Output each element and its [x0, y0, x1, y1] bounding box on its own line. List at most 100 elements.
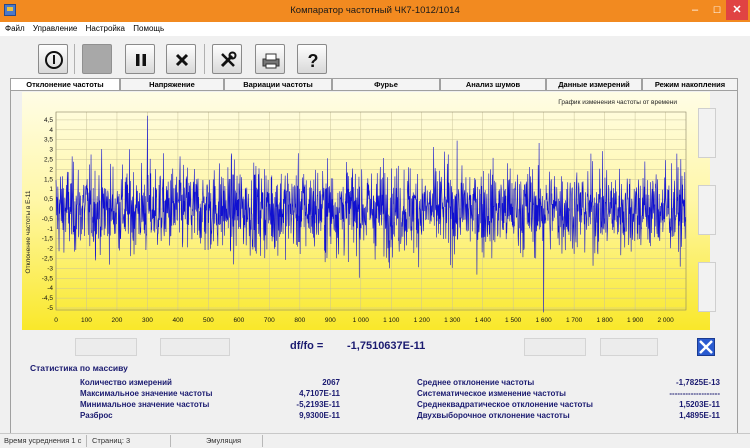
x-tick-label: 1 100 — [383, 317, 400, 324]
side-button-2[interactable] — [698, 185, 716, 235]
y-tick-label: -0,5 — [42, 216, 54, 223]
close-panel-button[interactable] — [697, 338, 715, 356]
x-tick-label: 1 400 — [475, 317, 492, 324]
tab-bar: Отклонение частоты Напряжение Вариации ч… — [10, 78, 738, 91]
toolbar: ? — [0, 36, 750, 78]
function-button-3[interactable] — [524, 338, 586, 356]
window-title: Компаратор частотный ЧК7-1012/1014 — [290, 5, 460, 16]
y-tick-label: 1 — [49, 186, 53, 193]
stats-title: Статистика по массиву — [30, 363, 128, 373]
tools-icon — [220, 51, 237, 68]
chart-svg: 4,5 4 3,5 3 2,5 2 1,5 1 0,5 0 -0,5 -1 -1,5 -2 -2,5 -3 -3… — [22, 92, 710, 330]
y-axis-label: Отклонение частоты в Е-11 — [25, 190, 32, 273]
tab-fourier[interactable]: Фурье — [332, 78, 440, 90]
stat-value: -5,2193E-11 — [296, 400, 340, 409]
stat-value: -1,7825E-13 — [675, 378, 720, 387]
close-button[interactable]: ✕ — [726, 0, 748, 20]
y-tick-label: -3 — [47, 265, 53, 272]
y-axis-ticks: 4,5 4 3,5 3 2,5 2 1,5 1 0,5 0 -0,5 -1 -1,5 -2 -2,5 -3 -3… — [42, 117, 54, 312]
stat-label: Систематическое изменение частоты — [417, 389, 566, 398]
power-button[interactable] — [38, 44, 68, 74]
side-button-1[interactable] — [698, 108, 716, 158]
y-tick-label: -3,5 — [42, 275, 54, 282]
menu-settings[interactable]: Настройка — [85, 24, 126, 33]
function-button-1[interactable] — [75, 338, 137, 356]
stat-value: 4,7107E-11 — [299, 389, 340, 398]
toolbar-separator — [74, 44, 75, 74]
x-tick-label: 200 — [112, 317, 123, 324]
x-tick-label: 1 900 — [627, 317, 644, 324]
x-tick-label: 1 000 — [353, 317, 370, 324]
stat-label: Среднее отклонение частоты — [417, 378, 535, 387]
x-tick-label: 1 700 — [566, 317, 583, 324]
status-divider — [170, 435, 171, 447]
y-tick-label: -1,5 — [42, 236, 54, 243]
print-button[interactable] — [255, 44, 285, 74]
svg-text:?: ? — [308, 51, 319, 71]
x-tick-label: 400 — [172, 317, 183, 324]
print-icon — [262, 53, 280, 69]
stop-button[interactable] — [82, 44, 112, 74]
tab-frequency-deviation[interactable]: Отклонение частоты — [10, 78, 120, 91]
x-tick-label: 0 — [54, 317, 58, 324]
side-button-3[interactable] — [698, 262, 716, 312]
menu-help[interactable]: Помощь — [133, 24, 165, 33]
app-icon — [4, 4, 16, 16]
x-tick-label: 900 — [325, 317, 336, 324]
cancel-button[interactable] — [166, 44, 196, 74]
maximize-button[interactable]: ☐ — [712, 5, 722, 15]
y-tick-label: -4 — [47, 285, 53, 292]
menu-control[interactable]: Управление — [32, 24, 78, 33]
toolbar-separator — [204, 44, 205, 74]
x-tick-label: 500 — [203, 317, 214, 324]
function-button-2[interactable] — [160, 338, 230, 356]
x-tick-label: 1 500 — [505, 317, 522, 324]
measurement-label: df/fo = — [290, 340, 324, 352]
y-tick-label: 1,5 — [44, 176, 53, 183]
y-tick-label: 0,5 — [44, 196, 53, 203]
pause-button[interactable] — [125, 44, 155, 74]
help-button[interactable]: ? — [297, 44, 327, 74]
chart-title: График изменения частоты от времени — [558, 99, 677, 106]
menu-file[interactable]: Файл — [5, 24, 25, 33]
y-tick-label: 3,5 — [44, 137, 53, 144]
y-tick-label: 2,5 — [44, 157, 53, 164]
pause-icon — [136, 54, 146, 66]
stat-label: Максимальное значение частоты — [80, 389, 213, 398]
stat-label: Количество измерений — [80, 378, 172, 387]
title-bar: Компаратор частотный ЧК7-1012/1014 – ☐ ✕ — [0, 0, 750, 22]
tools-button[interactable] — [212, 44, 242, 74]
tab-voltage[interactable]: Напряжение — [120, 78, 224, 90]
status-pages: Страниц: 3 — [92, 436, 131, 445]
tab-accumulation-mode[interactable]: Режим накопления — [642, 78, 738, 90]
tab-noise-analysis[interactable]: Анализ шумов — [440, 78, 546, 90]
y-tick-label: -1 — [47, 226, 53, 233]
y-tick-label: -2 — [47, 246, 53, 253]
x-tick-label: 700 — [264, 317, 275, 324]
help-icon: ? — [308, 51, 319, 71]
stat-label: Двухвыборочное отклонение частоты — [417, 411, 570, 420]
tab-frequency-variations[interactable]: Вариации частоты — [224, 78, 332, 90]
x-tick-label: 1 800 — [596, 317, 613, 324]
status-mode: Эмуляция — [206, 436, 242, 445]
series-line — [55, 115, 686, 313]
cancel-icon — [175, 53, 189, 67]
x-tick-label: 2 000 — [657, 317, 674, 324]
stat-value: 1,5203E-11 — [679, 400, 720, 409]
y-tick-label: 4 — [49, 127, 53, 134]
stat-value: 1,4895E-11 — [679, 411, 720, 420]
minimize-button[interactable]: – — [691, 4, 699, 16]
power-icon — [45, 51, 63, 69]
tab-measurement-data[interactable]: Данные измерений — [546, 78, 642, 90]
status-divider — [86, 435, 87, 447]
x-tick-label: 100 — [81, 317, 92, 324]
status-averaging: Время усреднения 1 с — [4, 436, 82, 445]
stat-label: Среднеквадратическое отклонение частоты — [417, 400, 593, 409]
status-bar: Время усреднения 1 с Страниц: 3 Эмуляция — [0, 433, 750, 448]
y-tick-label: -4,5 — [42, 295, 54, 302]
menu-bar: Файл Управление Настройка Помощь — [0, 22, 750, 36]
stat-value: 2067 — [322, 378, 340, 387]
y-tick-label: 0 — [49, 206, 53, 213]
stat-value: 9,9300E-11 — [299, 411, 340, 420]
function-button-4[interactable] — [600, 338, 658, 356]
